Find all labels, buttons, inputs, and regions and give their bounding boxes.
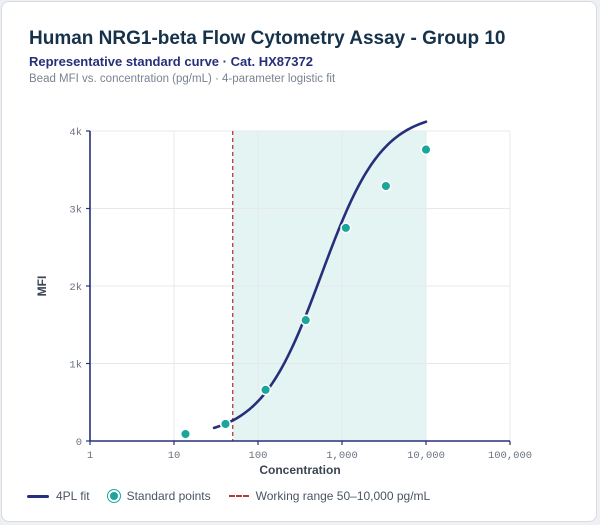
legend-label-fit: 4PL fit: [56, 489, 90, 503]
legend-line-swatch: [27, 494, 49, 498]
x-axis-title: Concentration: [259, 463, 340, 477]
chart-legend: 4PL fit Standard points Working range 50…: [27, 487, 448, 505]
x-tick-label: 10: [168, 450, 181, 462]
y-tick-label: 3k: [69, 205, 82, 217]
legend-label-points: Standard points: [126, 489, 211, 503]
legend-item-fit: 4PL fit: [27, 489, 90, 503]
standard-point: [219, 418, 232, 430]
y-axis-title: MFI: [35, 276, 49, 297]
standard-point: [179, 428, 192, 440]
chart-title: Human NRG1-beta Flow Cytometry Assay - G…: [29, 28, 506, 49]
chart-subtitle: Representative standard curve · Cat. HX8…: [29, 54, 313, 69]
standard-point: [340, 222, 352, 234]
fit-curve: [212, 120, 428, 430]
legend-item-points: Standard points: [107, 489, 211, 503]
x-tick-label: 100: [249, 450, 268, 462]
legend-dot-swatch: [107, 490, 120, 502]
legend-dash-swatch: [228, 495, 249, 497]
legend-item-range: Working range 50–10,000 pg/mL: [228, 489, 431, 503]
legend-label-range: Working range 50–10,000 pg/mL: [255, 489, 431, 503]
y-tick-label: 2k: [69, 282, 82, 294]
x-tick-label: 1: [87, 450, 93, 462]
standard-point: [260, 384, 272, 396]
y-tick-label: 4k: [69, 127, 82, 139]
standard-point: [380, 180, 392, 192]
standard-point: [420, 144, 432, 156]
y-tick-label: 0: [76, 437, 82, 449]
x-tick-label: 1,000: [326, 450, 358, 462]
x-tick-label: 100,000: [488, 450, 532, 462]
y-tick-label: 1k: [69, 360, 82, 372]
chart-note: Bead MFI vs. concentration (pg/mL) · 4-p…: [29, 73, 336, 85]
standard-point: [300, 314, 312, 326]
x-tick-label: 10,000: [407, 450, 445, 462]
